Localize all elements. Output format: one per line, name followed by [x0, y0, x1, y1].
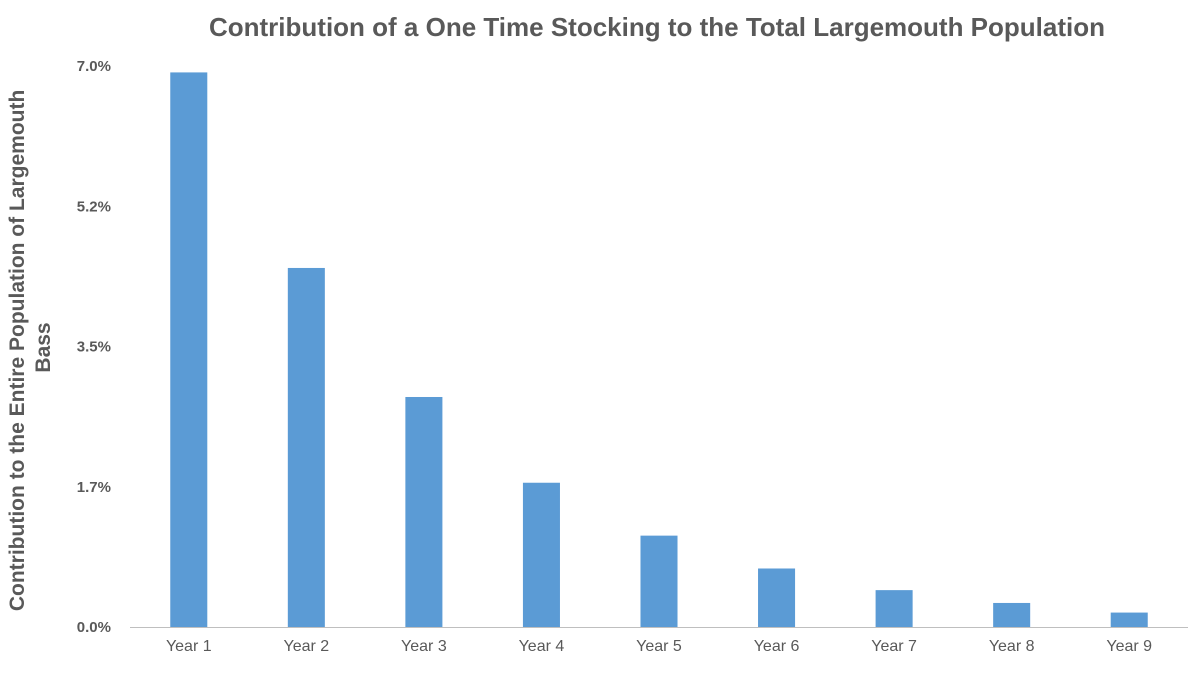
y-tick-label: 1.7% [77, 479, 111, 496]
bar-year-7 [875, 590, 913, 627]
bars [170, 72, 1148, 627]
y-axis-ticks: 0.0% 1.7% 3.5% 5.2% 7.0% [77, 58, 111, 636]
bar-year-8 [993, 602, 1031, 627]
bar-year-5 [640, 535, 678, 627]
x-tick-label: Year 7 [871, 638, 917, 655]
y-tick-label: 3.5% [77, 339, 111, 356]
bar-year-3 [405, 396, 443, 627]
y-tick-label: 0.0% [77, 619, 111, 636]
y-axis-title-line-2: Bass [32, 322, 55, 372]
y-axis-title-line-1: Contribution to the Entire Population of… [6, 90, 29, 611]
bar-year-4 [522, 482, 560, 627]
y-axis-title: Contribution to the Entire Population of… [6, 84, 55, 611]
y-tick-label: 7.0% [77, 58, 111, 75]
y-tick-label: 5.2% [77, 198, 111, 215]
x-tick-label: Year 8 [989, 638, 1035, 655]
x-tick-label: Year 3 [401, 638, 447, 655]
x-tick-label: Year 6 [754, 638, 800, 655]
bar-year-2 [287, 267, 325, 627]
x-tick-label: Year 4 [519, 638, 565, 655]
x-axis-ticks: Year 1 Year 2 Year 3 Year 4 Year 5 Year 6 Year… [166, 638, 1152, 655]
bar-year-6 [758, 568, 796, 627]
x-tick-label: Year 5 [636, 638, 682, 655]
bar-year-1 [170, 72, 208, 627]
bar-year-9 [1110, 612, 1148, 627]
chart-title: Contribution of a One Time Stocking to t… [209, 12, 1105, 42]
x-tick-label: Year 1 [166, 638, 212, 655]
x-tick-label: Year 2 [283, 638, 329, 655]
x-tick-label: Year 9 [1106, 638, 1152, 655]
